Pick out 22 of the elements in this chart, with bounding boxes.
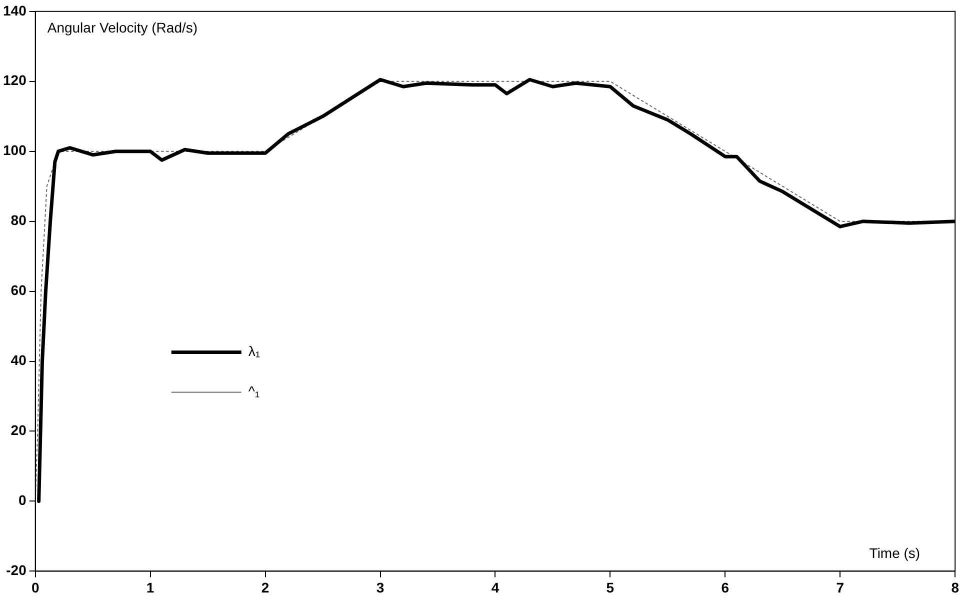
x-tick-label: 1 xyxy=(146,579,154,596)
y-tick-label: 40 xyxy=(10,352,27,368)
x-tick-label: 6 xyxy=(721,579,730,596)
y-tick-label: 80 xyxy=(10,212,27,228)
legend-label: ^₁ xyxy=(248,383,260,400)
y-tick-label: 0 xyxy=(18,492,27,508)
y-tick-label: 120 xyxy=(3,72,27,88)
legend-label: λ₁ xyxy=(248,343,260,360)
x-tick-label: 7 xyxy=(836,579,844,596)
y-tick-label: 140 xyxy=(3,2,27,18)
x-tick-label: 3 xyxy=(376,579,384,596)
y-tick-label: 100 xyxy=(3,142,27,158)
x-tick-label: 2 xyxy=(261,579,270,596)
x-tick-label: 4 xyxy=(491,579,500,596)
x-tick-label: 5 xyxy=(606,579,614,596)
x-tick-label: 8 xyxy=(951,579,960,596)
x-axis-title: Time (s) xyxy=(869,545,920,562)
y-tick-label: -20 xyxy=(6,562,27,578)
y-tick-label: 20 xyxy=(10,422,27,438)
y-tick-label: 60 xyxy=(10,282,27,298)
text: Angular Velocity (Rad/s) xyxy=(47,19,198,36)
x-tick-label: 0 xyxy=(31,579,40,596)
